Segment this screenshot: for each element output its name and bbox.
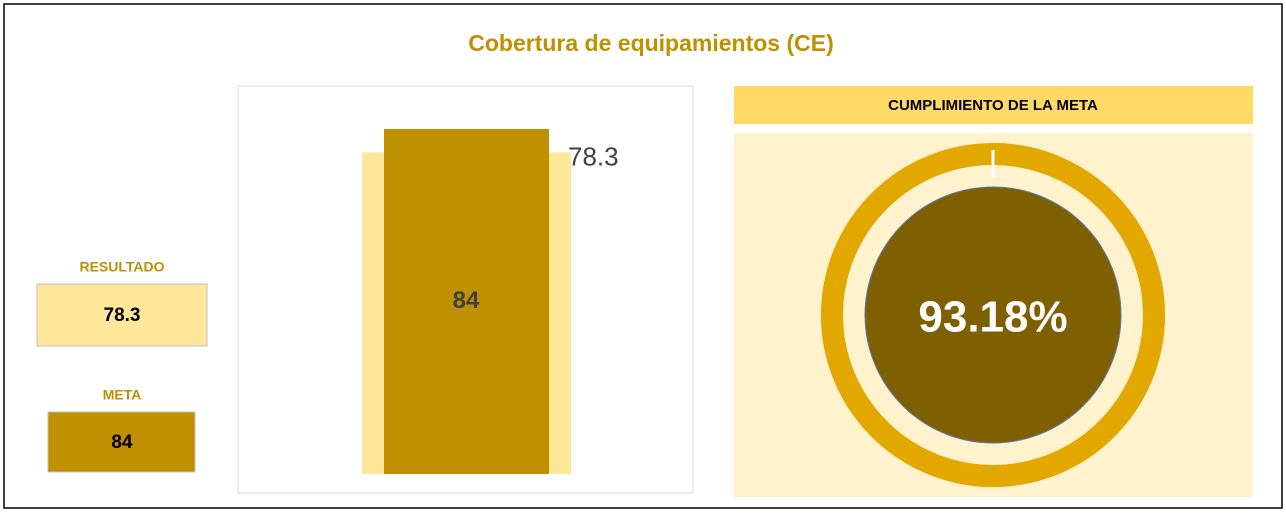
meta-box (47, 411, 196, 473)
resultado-box (36, 283, 208, 347)
gauge-center (864, 186, 1122, 444)
bars: 84 78.3 (362, 129, 619, 475)
bar-resultado-label: 78.3 (568, 141, 619, 171)
gauge-header (734, 86, 1253, 124)
bar-meta-label: 84 (453, 287, 480, 314)
meta-label: META (103, 387, 142, 403)
gauge-arc (821, 143, 1165, 487)
title: Cobertura de equipamientos (CE) (468, 30, 833, 56)
gauge (821, 143, 1165, 487)
gauge-value: 93.18% (918, 293, 1067, 342)
resultado-label: RESULTADO (79, 259, 164, 275)
bar-meta (384, 129, 549, 474)
meta-value: 84 (111, 432, 133, 453)
resultado-value: 78.3 (104, 305, 141, 326)
gauge-title: CUMPLIMIENTO DE LA META (888, 97, 1098, 114)
